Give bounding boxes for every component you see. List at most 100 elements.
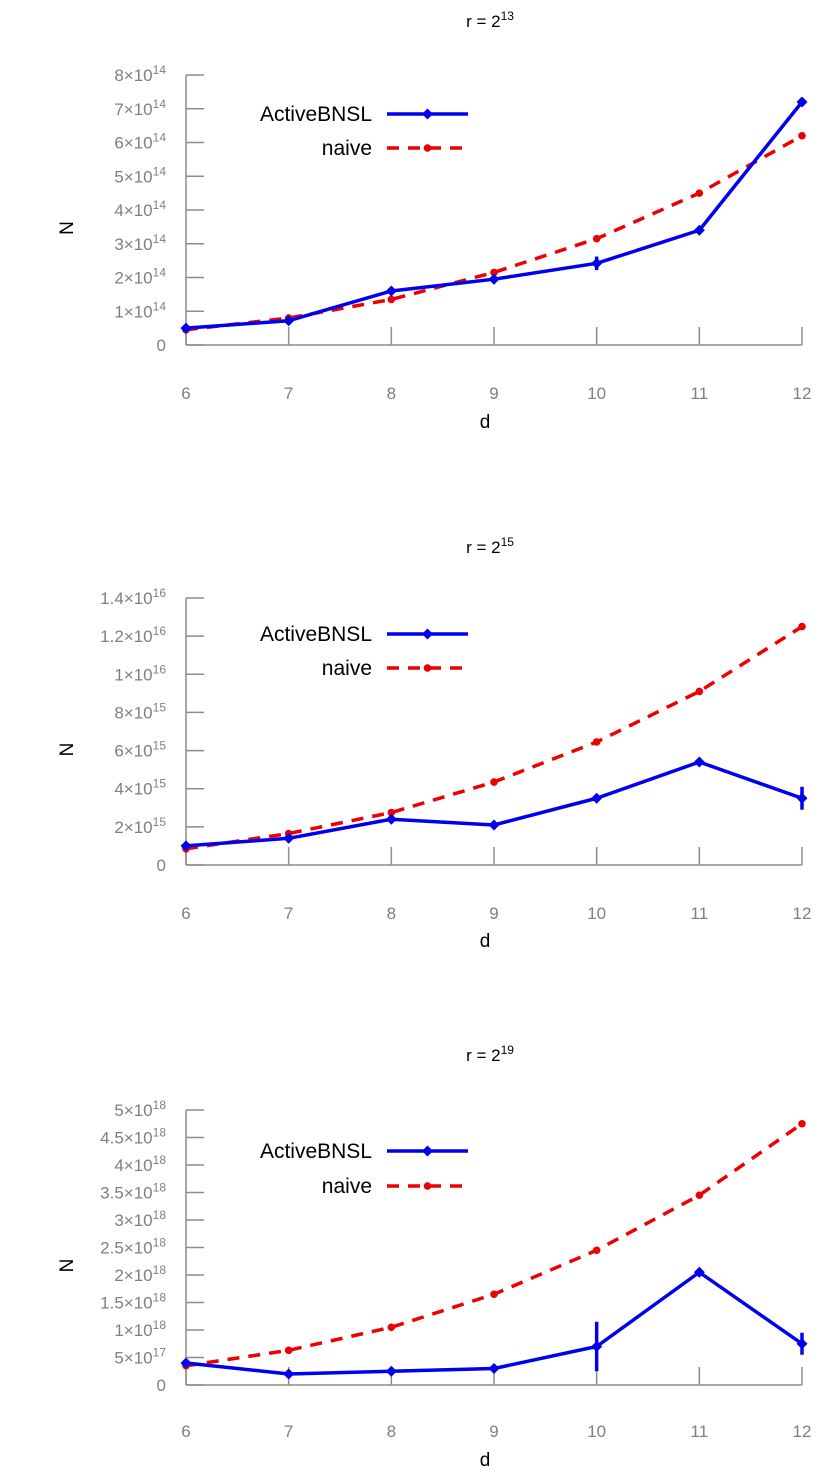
y-tick-label: 8×1015 (114, 700, 166, 722)
y-tick-mantissa: 7×10 (114, 100, 152, 119)
y-tick-mantissa: 2.5×10 (100, 1239, 152, 1258)
data-point (695, 1191, 704, 1200)
y-tick-mantissa: 4.5×10 (100, 1129, 152, 1148)
y-tick-mantissa: 1.2×10 (100, 627, 152, 646)
y-tick-mantissa: 2×10 (114, 269, 152, 288)
data-point (387, 1323, 396, 1332)
y-tick-exponent: 14 (153, 198, 167, 212)
x-tick-label: 11 (691, 1422, 709, 1441)
series-activebnsl (180, 96, 808, 334)
y-tick-mantissa: 5×10 (114, 167, 152, 186)
y-tick-exponent: 18 (153, 1208, 167, 1222)
data-point (490, 778, 498, 786)
y-tick-label: 0 (157, 856, 166, 875)
data-point (796, 96, 808, 108)
data-point (180, 322, 192, 334)
chart-r-2-13: r = 213 01×10142×10143×10144×10145×10146… (57, 9, 811, 433)
data-point (490, 268, 498, 277)
y-tick-label: 2×1014 (114, 266, 166, 288)
plot-area (180, 1119, 808, 1380)
y-tick-mantissa: 0 (157, 856, 166, 875)
y-tick-mantissa: 3×10 (114, 235, 152, 254)
x-axis-label: d (480, 931, 491, 952)
y-tick-label: 1×1016 (114, 662, 166, 684)
y-tick-mantissa: 6×10 (114, 742, 152, 761)
data-point (695, 189, 704, 197)
title-exponent: 13 (501, 9, 515, 23)
x-tick-label: 12 (793, 384, 812, 403)
y-tick-label: 4×1018 (114, 1153, 166, 1175)
x-tick-label: 9 (489, 904, 498, 923)
data-point (695, 687, 704, 696)
y-tick-exponent: 14 (153, 164, 167, 178)
data-point (591, 1341, 603, 1352)
y-tick-label: 2×1018 (114, 1263, 166, 1285)
y-tick-mantissa: 4×10 (114, 1156, 152, 1175)
x-tick-label: 6 (181, 1422, 190, 1441)
series-naive (182, 1119, 806, 1370)
series-line (185, 625, 803, 851)
x-tick-label: 9 (489, 1422, 498, 1441)
data-point (283, 1368, 295, 1380)
y-tick-label: 3×1018 (114, 1208, 166, 1230)
data-point (592, 234, 601, 243)
y-tick-exponent: 14 (153, 63, 167, 77)
data-point (385, 285, 397, 297)
plot-area (180, 622, 808, 853)
data-point (592, 738, 601, 746)
legend-swatch-marker (423, 144, 432, 152)
legend: ActiveBNSL naive (260, 103, 468, 160)
x-axis-label: d (480, 412, 491, 433)
data-point (798, 622, 806, 631)
y-tick-exponent: 18 (153, 1263, 167, 1277)
data-point (387, 295, 396, 304)
x-tick-label: 10 (587, 1422, 606, 1441)
x-tick-label: 12 (793, 1422, 812, 1441)
series-line (185, 100, 804, 330)
y-tick-mantissa: 4×10 (114, 201, 152, 220)
x-tick-label: 6 (181, 384, 190, 403)
x-tick-label: 6 (181, 904, 190, 923)
y-tick-label: 1×1014 (114, 299, 166, 321)
legend-swatch-marker (423, 664, 432, 672)
y-tick-mantissa: 0 (157, 336, 166, 355)
series-line (185, 134, 803, 332)
legend-label-activebnsl: ActiveBNSL (260, 623, 372, 646)
legend-label-activebnsl: ActiveBNSL (260, 103, 372, 126)
plot-area (180, 96, 808, 334)
y-tick-exponent: 16 (153, 662, 167, 676)
title-base: r = 2 (466, 538, 501, 557)
chart-title: r = 213 (466, 9, 514, 31)
x-tick-label: 11 (691, 904, 709, 923)
y-tick-label: 1.4×1016 (100, 586, 166, 608)
y-tick-label: 5×1017 (114, 1346, 166, 1368)
x-tick-label: 7 (284, 384, 293, 403)
y-axis-ticks: 02×10154×10156×10158×10151×10161.2×10161… (100, 586, 204, 875)
y-tick-label: 5×1018 (114, 1098, 166, 1120)
y-tick-exponent: 18 (153, 1153, 167, 1167)
x-axis-label: d (480, 1450, 491, 1471)
y-tick-label: 3×1014 (114, 232, 166, 254)
y-tick-mantissa: 3.5×10 (100, 1184, 152, 1203)
data-point (693, 1266, 705, 1278)
y-tick-mantissa: 3×10 (114, 1211, 152, 1230)
data-point (180, 1357, 192, 1369)
y-tick-exponent: 15 (153, 777, 167, 791)
series-naive (182, 622, 806, 853)
y-tick-exponent: 18 (153, 1098, 167, 1112)
y-tick-mantissa: 1.5×10 (100, 1294, 152, 1313)
legend: ActiveBNSL naive (260, 1140, 468, 1198)
y-axis-label: N (57, 743, 78, 757)
y-tick-exponent: 14 (153, 266, 167, 280)
legend-swatch-marker (422, 628, 433, 640)
y-tick-exponent: 15 (153, 700, 167, 714)
x-tick-label: 8 (387, 1422, 396, 1441)
y-tick-label: 1×1018 (114, 1318, 166, 1340)
data-point (592, 1246, 601, 1255)
data-point (796, 792, 808, 804)
y-tick-mantissa: 1×10 (114, 1321, 152, 1340)
x-tick-label: 7 (284, 1422, 293, 1441)
legend-swatch-marker (423, 1182, 432, 1190)
data-point (283, 315, 295, 327)
